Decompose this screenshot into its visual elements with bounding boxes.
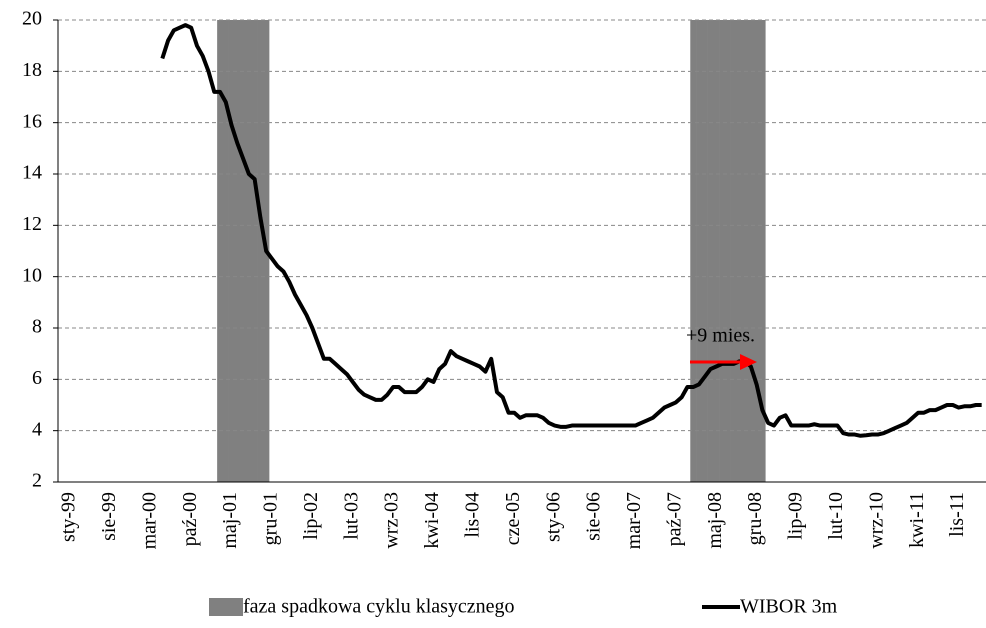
x-tick-label: sie-06 — [583, 492, 605, 541]
legend-label: WIBOR 3m — [740, 596, 838, 618]
phase-bar — [690, 20, 697, 482]
x-tick-label: lut-10 — [825, 492, 847, 540]
phase-bar — [736, 20, 743, 482]
phase-bar — [747, 20, 755, 482]
phase-bar — [742, 20, 749, 482]
x-tick-label: cze-05 — [502, 492, 524, 545]
phase-bar — [257, 20, 264, 482]
y-tick-label: 14 — [22, 162, 42, 184]
phase-bar — [251, 20, 258, 482]
phase-bar — [713, 20, 720, 482]
y-tick-label: 16 — [22, 110, 42, 132]
phase-bar — [730, 20, 737, 482]
phase-bar — [228, 20, 235, 482]
x-tick-label: lis-04 — [461, 492, 483, 538]
series-line — [160, 23, 982, 438]
x-tick-label: sty-99 — [58, 492, 80, 542]
annotation: +9 mies. — [686, 325, 757, 370]
x-tick-label: kwi-04 — [421, 492, 443, 549]
y-tick-label: 20 — [22, 8, 42, 30]
phase-bar — [217, 20, 224, 482]
phase-bar — [719, 20, 726, 482]
legend-label: faza spadkowa cyklu klasycznego — [243, 596, 515, 618]
y-tick-label: 6 — [32, 367, 42, 389]
x-tick-label: lip-09 — [785, 492, 807, 540]
x-tick-label: paź-00 — [179, 492, 201, 546]
grid-layer — [53, 19, 986, 483]
x-tick-label: mar-00 — [138, 492, 160, 549]
y-tick-label: 2 — [32, 470, 42, 492]
phase-bar — [753, 20, 760, 482]
x-tick-label: maj-08 — [704, 492, 726, 549]
y-tick-label: 18 — [22, 59, 42, 81]
x-tick-label: gru-01 — [260, 492, 282, 545]
phase-bar — [240, 20, 247, 482]
phase-bar — [724, 20, 731, 482]
x-tick-label: lis-11 — [946, 492, 968, 537]
x-tick-label: lut-03 — [340, 492, 362, 540]
x-tick-label: gru-08 — [744, 492, 766, 545]
phase-bar — [701, 20, 708, 482]
y-tick-label: 4 — [32, 418, 42, 440]
x-tick-label: paź-07 — [663, 492, 685, 546]
x-tick-label: mar-07 — [623, 492, 645, 549]
y-tick-label: 8 — [32, 316, 42, 338]
bar-layer — [217, 20, 766, 482]
x-tick-label: sie-99 — [98, 492, 120, 541]
x-tick-label: sty-06 — [542, 492, 564, 542]
line-layer — [160, 23, 982, 438]
x-tick-label: wrz-10 — [865, 492, 887, 549]
annotation-arrowhead — [740, 354, 757, 370]
legend-swatch — [209, 598, 243, 616]
phase-bar — [696, 20, 703, 482]
x-tick-label: maj-01 — [219, 492, 241, 549]
phase-bar — [234, 20, 241, 482]
phase-bar — [759, 20, 766, 482]
legend: faza spadkowa cyklu klasycznego WIBOR 3m — [209, 596, 838, 618]
phase-bar — [707, 20, 714, 482]
x-tick-label: wrz-03 — [381, 492, 403, 549]
y-tick-label: 10 — [22, 264, 42, 286]
annotation-text: +9 mies. — [686, 325, 755, 347]
phase-bar — [222, 20, 229, 482]
phase-bar — [245, 20, 253, 482]
y-tick-label: 12 — [22, 213, 42, 235]
x-tick-label: kwi-11 — [906, 492, 928, 548]
x-tick-label: lip-02 — [300, 492, 322, 540]
